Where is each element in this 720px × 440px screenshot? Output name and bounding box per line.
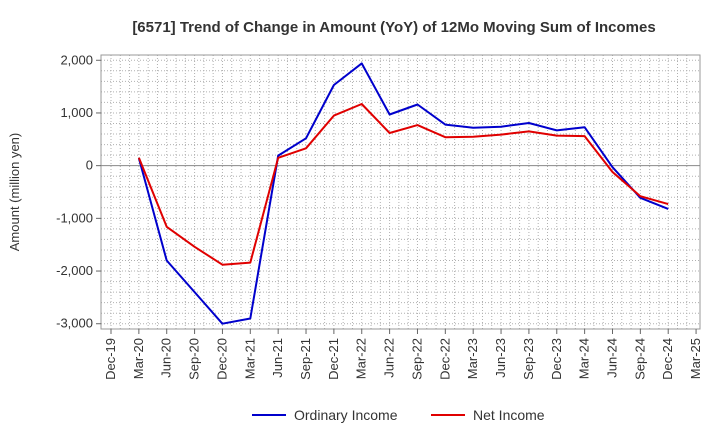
x-tick-label: Dec-19 [103, 338, 118, 380]
x-tick-label: Dec-24 [660, 338, 675, 380]
series-line-net-income [137, 103, 669, 266]
y-tick-label: 2,000 [60, 52, 93, 67]
x-tick-label: Mar-21 [242, 338, 257, 379]
x-axis-ticks: Dec-19 Mar-20 Jun-20 Sep-20 Dec-20 Mar-21 Jun-… [103, 329, 703, 380]
x-tick-label: Sep-24 [632, 338, 647, 380]
x-tick-label: Mar-23 [465, 338, 480, 379]
x-tick-label: Jun-21 [270, 338, 285, 378]
x-tick-label: Mar-24 [577, 338, 592, 379]
legend-label: Net Income [473, 407, 545, 423]
x-tick-label: Sep-21 [298, 338, 313, 380]
x-tick-label: Mar-20 [131, 338, 146, 379]
series-line-ordinary-income [137, 62, 669, 325]
chart-title: [6571] Trend of Change in Amount (YoY) o… [132, 19, 655, 36]
x-tick-label: Jun-23 [493, 338, 508, 378]
y-axis-label: Amount (million yen) [7, 133, 22, 252]
x-tick-label: Dec-21 [326, 338, 341, 380]
series-lines [137, 62, 669, 325]
x-tick-label: Mar-22 [354, 338, 369, 379]
x-tick-label: Jun-22 [382, 338, 397, 378]
legend: Ordinary Income Net Income [252, 407, 545, 423]
x-tick-label: Dec-22 [437, 338, 452, 380]
x-tick-label: Jun-20 [159, 338, 174, 378]
x-tick-label: Dec-23 [549, 338, 564, 380]
y-tick-label: -2,000 [56, 263, 93, 278]
x-tick-label: Sep-23 [521, 338, 536, 380]
grid [101, 55, 700, 329]
y-tick-label: -1,000 [56, 210, 93, 225]
x-tick-label: Sep-20 [187, 338, 202, 380]
x-tick-label: Mar-25 [688, 338, 703, 379]
x-tick-label: Dec-20 [214, 338, 229, 380]
plot-area [100, 54, 701, 330]
x-tick-label: Jun-24 [604, 338, 619, 378]
y-axis-ticks: -3,000 -2,000 -1,000 0 1,000 2,000 [56, 52, 101, 331]
x-tick-label: Sep-22 [409, 338, 424, 380]
y-tick-label: 1,000 [60, 105, 93, 120]
legend-label: Ordinary Income [294, 407, 398, 423]
y-tick-label: -3,000 [56, 316, 93, 331]
y-tick-label: 0 [86, 158, 93, 173]
